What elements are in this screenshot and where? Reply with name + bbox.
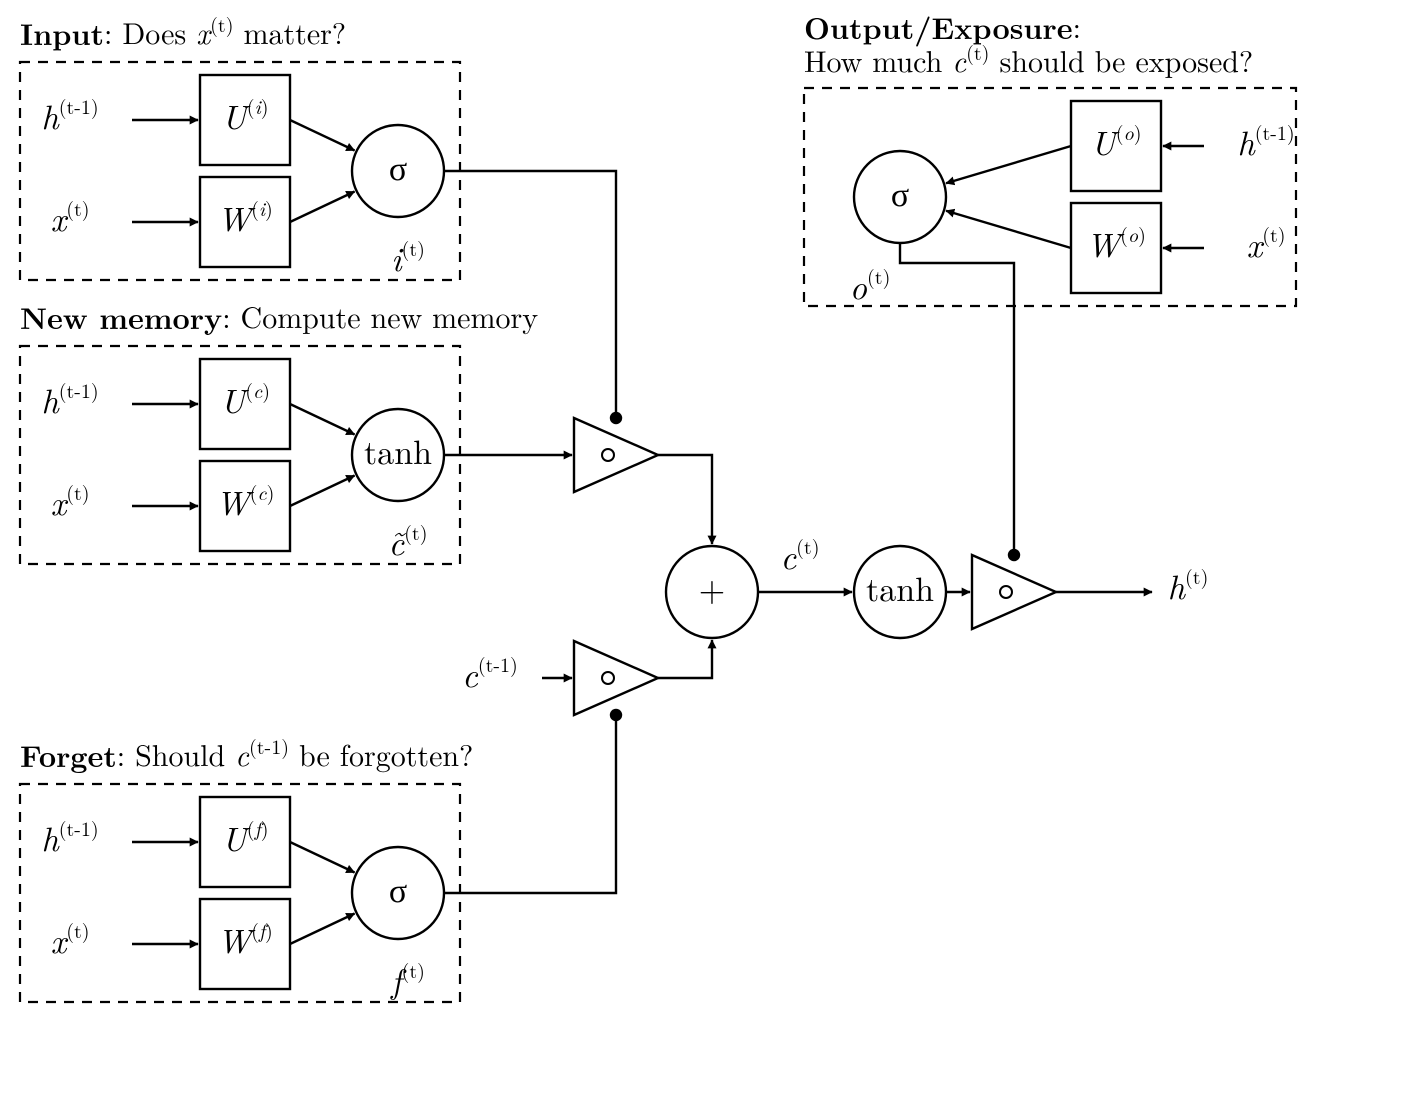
gate-c: c̃(t) <box>389 517 428 565</box>
var-h1: h(t-1) <box>41 91 98 139</box>
node-sig_o-label: σ <box>891 168 909 216</box>
title-output-2: How much c(t) should be exposed? <box>804 37 1253 81</box>
node-tanh2-label: tanh <box>866 563 934 611</box>
gate-o: o(t) <box>850 261 891 309</box>
var-x3: x(t) <box>50 915 89 963</box>
lstm-diagram: Input: Does x(t) matter? New memory: Comp… <box>0 0 1416 1096</box>
node-sig_f-label: σ <box>389 864 407 912</box>
gate-ct: c(t) <box>781 531 820 579</box>
node-tanh_c-label: tanh <box>364 426 432 474</box>
mul-mul_i <box>574 418 658 492</box>
var-x1: x(t) <box>50 193 89 241</box>
gate-f: f(t) <box>390 955 425 1003</box>
title-newmemory: New memory: Compute new memory <box>20 294 538 337</box>
var-h2: h(t-1) <box>41 375 98 423</box>
var-h3: h(t-1) <box>41 813 98 861</box>
node-sig_i-label: σ <box>389 142 407 190</box>
var-xo: x(t) <box>1246 219 1285 267</box>
node-plus-label: + <box>699 563 725 611</box>
title-forget: Forget: Should c(t-1) be forgotten? <box>20 731 473 775</box>
mul-mul_o <box>972 555 1056 629</box>
var-x2: x(t) <box>50 477 89 525</box>
title-input: Input: Does x(t) matter? <box>20 9 346 53</box>
var-ho: h(t-1) <box>1237 117 1294 165</box>
var-cprev: c(t-1) <box>462 649 518 697</box>
gate-ht: h(t) <box>1168 561 1209 609</box>
mul-mul_f <box>574 641 658 715</box>
gate-i: i(t) <box>391 233 425 281</box>
